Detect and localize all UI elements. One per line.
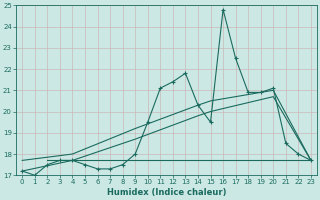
X-axis label: Humidex (Indice chaleur): Humidex (Indice chaleur) (107, 188, 226, 197)
